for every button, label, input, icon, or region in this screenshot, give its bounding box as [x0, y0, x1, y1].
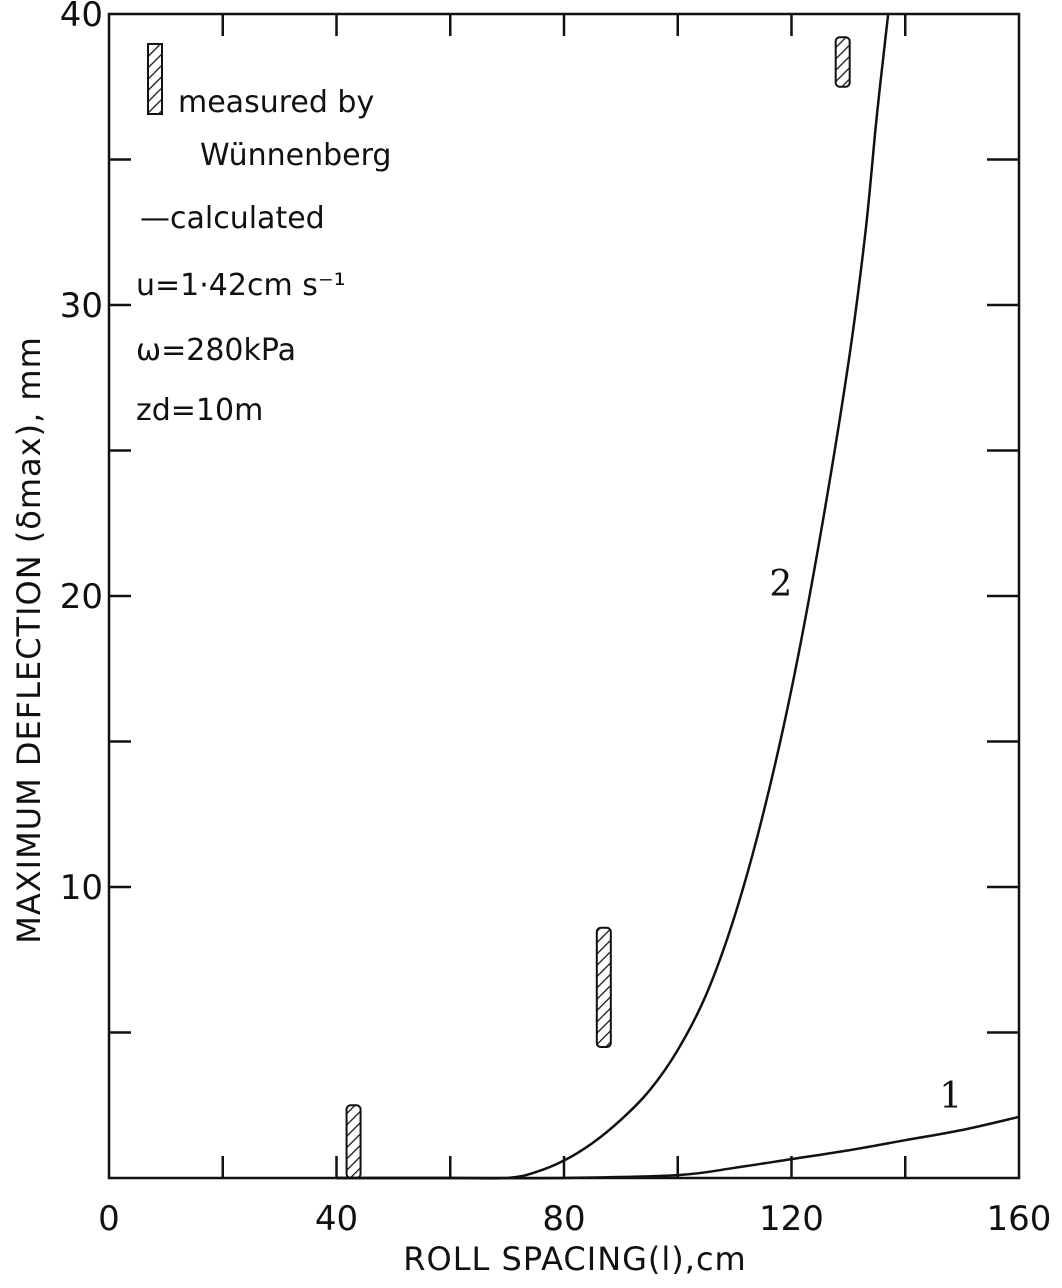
legend-measured-swatch: [147, 43, 163, 115]
curve-labels: 12: [769, 564, 962, 1117]
curve-2: [336, 13, 890, 1180]
measured-bars: [345, 36, 851, 1179]
legend-measured-label-line2: Wünnenberg: [200, 138, 391, 173]
x-tick-labels: 0 40 80 120 160: [98, 1199, 1051, 1239]
y-tick-label: 40: [60, 0, 103, 35]
x-tick-label: 160: [987, 1199, 1052, 1239]
x-tick-label: 80: [542, 1199, 585, 1239]
measured-bar: [345, 1104, 362, 1179]
axis-ticks: [109, 14, 1019, 1178]
x-tick-label: 0: [98, 1199, 120, 1239]
x-tick-label: 40: [315, 1199, 358, 1239]
y-tick-label: 20: [60, 577, 103, 617]
measured-bar: [834, 36, 851, 88]
legend-calculated-label: —calculated: [140, 201, 325, 236]
y-tick-label: 10: [60, 868, 103, 908]
legend-param-speed: u=1·42cm s⁻¹: [136, 268, 346, 303]
calculated-curves: [336, 13, 1020, 1180]
y-tick-label: 30: [60, 286, 103, 326]
x-axis-title: ROLL SPACING(l),cm: [403, 1240, 746, 1278]
curve-label-1: 1: [939, 1076, 962, 1117]
legend: measured by Wünnenberg —calculated u=1·4…: [136, 43, 391, 428]
plot-frame: [107, 12, 1021, 1180]
x-tick-label: 120: [759, 1199, 824, 1239]
legend-param-depth: zd=10m: [136, 393, 263, 428]
y-tick-labels: 10 20 30 40: [60, 0, 103, 908]
curve-label-2: 2: [769, 564, 792, 605]
measured-bar: [595, 926, 612, 1049]
legend-param-pressure: ω=280kPa: [136, 333, 296, 368]
legend-measured-label-line1: measured by: [178, 85, 374, 120]
y-axis-title: MAXIMUM DEFLECTION (δmax), mm: [10, 336, 48, 944]
